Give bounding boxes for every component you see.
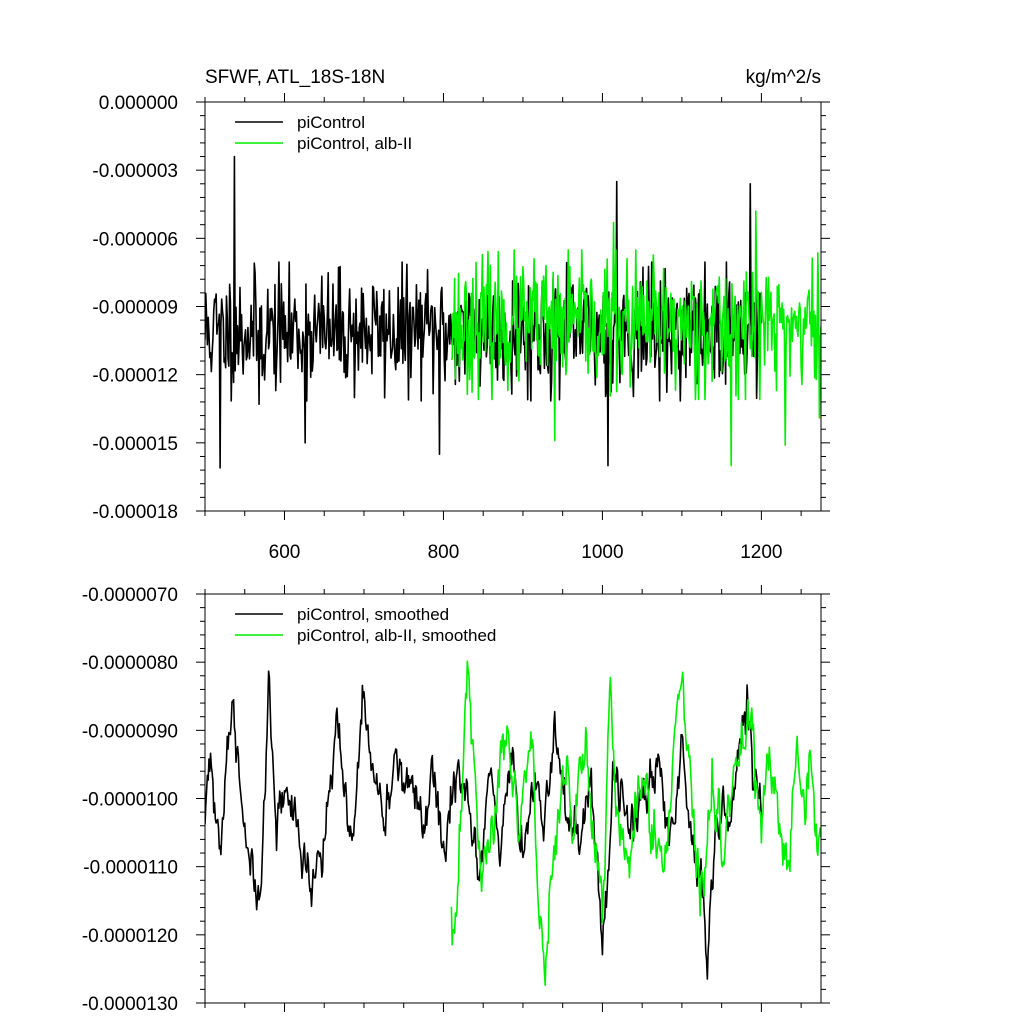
axis-ticks (196, 585, 830, 1012)
y-tick-label: -0.0000080 (82, 653, 178, 674)
y-tick-label: -0.0000100 (82, 790, 178, 811)
legend-entry: piControl, alb-II (297, 134, 412, 153)
y-tick-label: -0.000012 (92, 366, 178, 387)
chart-title: SFWF, ATL_18S-18N (205, 67, 385, 88)
legend-entry: piControl, smoothed (297, 605, 449, 624)
y-tick-label: -0.0000090 (82, 721, 178, 742)
y-tick-label: 0.000000 (99, 93, 178, 114)
legend-entry: piControl, alb-II, smoothed (297, 626, 496, 645)
top-panel: 0.000000 -0.000003 -0.000006 -0.000009 -0.00… (92, 93, 830, 563)
y-tick-label: -0.0000130 (82, 994, 178, 1015)
series-group (205, 660, 821, 986)
y-tick-label: -0.000006 (92, 229, 178, 250)
x-tick-label: 1000 (581, 542, 623, 563)
y-tick-label: -0.0000120 (82, 926, 178, 947)
series-line-0 (205, 670, 763, 980)
series-group (205, 155, 821, 469)
units-label: kg/m^2/s (746, 67, 821, 88)
y-tick-label: -0.0000070 (82, 585, 178, 606)
y-tick-label: -0.000015 (92, 434, 178, 455)
series-line-1 (450, 660, 821, 986)
y-tick-label: -0.0000110 (83, 858, 178, 879)
y-tick-label: -0.000018 (92, 502, 178, 523)
x-tick-label: 800 (428, 542, 460, 563)
y-tick-label: -0.000009 (92, 298, 178, 319)
x-tick-label: 1200 (740, 542, 782, 563)
series-line-1 (450, 210, 821, 467)
x-tick-label: 600 (269, 542, 301, 563)
y-tick-label: -0.000003 (92, 161, 178, 182)
legend: piControl, smoothed piControl, alb-II, sm… (235, 605, 496, 645)
bottom-panel: -0.0000070 -0.0000080 -0.0000090 -0.0000100… (82, 585, 830, 1015)
axis-ticks (196, 93, 830, 520)
legend: piControl piControl, alb-II (235, 113, 412, 153)
legend-entry: piControl (297, 113, 365, 132)
